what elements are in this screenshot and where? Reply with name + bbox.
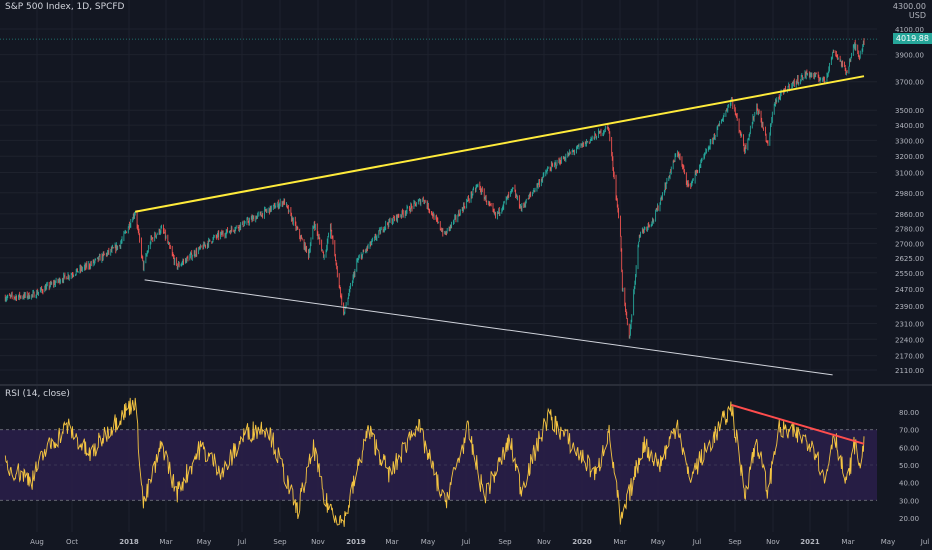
rsi-tick-label: 20.00: [899, 515, 919, 523]
currency-label: 4300.00 USD: [893, 2, 926, 20]
price-tick-label: 3200.00: [895, 153, 924, 161]
time-tick-label: Sep: [273, 538, 287, 546]
currency-code: USD: [908, 11, 926, 20]
price-tick-label: 2170.00: [895, 353, 924, 361]
price-tick-label: 2980.00: [895, 190, 924, 198]
time-tick-label: May: [881, 538, 895, 546]
rsi-tick-label: 70.00: [899, 427, 919, 435]
time-tick-label: Jul: [461, 538, 471, 546]
rsi-series: [4, 397, 865, 527]
rsi-tick-label: 60.00: [899, 444, 919, 452]
chart-title: S&P 500 Index, 1D, SPCFD: [5, 2, 125, 12]
time-tick-label: Jul: [920, 538, 930, 546]
price-tick-label: 2625.00: [895, 255, 924, 263]
time-tick-label: 2018: [119, 538, 139, 546]
time-tick-label: Mar: [613, 538, 626, 546]
rsi-tick-label: 50.00: [899, 462, 919, 470]
time-tick-label: Mar: [841, 538, 854, 546]
price-series: [4, 38, 865, 339]
price-tick-label: 3300.00: [895, 137, 924, 145]
rsi-axis[interactable]: 80.00 70.00 60.00 50.00 40.00 30.00 20.00: [899, 409, 919, 523]
time-tick-label: May: [197, 538, 211, 546]
time-tick-label: 2021: [800, 538, 820, 546]
time-tick-label: Nov: [311, 538, 325, 546]
time-tick-label: Aug: [30, 538, 44, 546]
rsi-trendline[interactable]: [731, 403, 865, 445]
price-tick-label: 3500.00: [895, 107, 924, 115]
time-tick-label: Jul: [692, 538, 702, 546]
rsi-red-trendline: [731, 403, 865, 445]
price-tick-label: 2110.00: [895, 367, 924, 375]
price-tick-label: 2780.00: [895, 225, 924, 233]
time-tick-label: May: [421, 538, 435, 546]
rsi-tick-label: 30.00: [899, 497, 919, 505]
price-tick-label: 2470.00: [895, 286, 924, 294]
time-tick-label: May: [651, 538, 665, 546]
time-tick-label: Sep: [498, 538, 512, 546]
rsi-tick-label: 80.00: [899, 409, 919, 417]
last-price-tag: 4019.88: [892, 33, 932, 45]
time-tick-label: Nov: [537, 538, 551, 546]
price-tick-label: 2550.00: [895, 270, 924, 278]
price-tick-label: 3400.00: [895, 122, 924, 130]
yellow-trendline: [135, 75, 865, 213]
time-tick-label: Jul: [237, 538, 247, 546]
price-tick-label: 2860.00: [895, 211, 924, 219]
currency-top-price: 4300.00: [892, 2, 926, 11]
price-tick-label: 2700.00: [895, 240, 924, 248]
white-trendline: [144, 279, 833, 376]
time-axis[interactable]: Aug Oct 2018 Mar May Jul Sep Nov 2019 Mar May Jul Se…: [30, 538, 929, 546]
time-tick-label: Mar: [385, 538, 398, 546]
price-tick-label: 2390.00: [895, 303, 924, 311]
price-tick-label: 2240.00: [895, 336, 924, 344]
price-tick-label: 2310.00: [895, 321, 924, 329]
price-tick-label: 3100.00: [895, 170, 924, 178]
price-tick-label: 4100.00: [895, 26, 924, 34]
time-tick-label: Nov: [766, 538, 780, 546]
rsi-title: RSI (14, close): [5, 389, 70, 399]
time-tick-label: Mar: [159, 538, 172, 546]
price-tick-label: 3700.00: [895, 79, 924, 87]
time-tick-label: Oct: [66, 538, 78, 546]
rsi-tick-label: 40.00: [899, 480, 919, 488]
price-tick-label: 3900.00: [895, 52, 924, 60]
time-tick-label: Sep: [728, 538, 742, 546]
time-tick-label: 2020: [572, 538, 592, 546]
price-axis[interactable]: 4100.00 3900.00 3700.00 3500.00 3400.00 3300.…: [0, 26, 924, 375]
trendlines[interactable]: [135, 75, 865, 376]
time-tick-label: 2019: [346, 538, 366, 546]
rsi-line: [4, 397, 865, 527]
